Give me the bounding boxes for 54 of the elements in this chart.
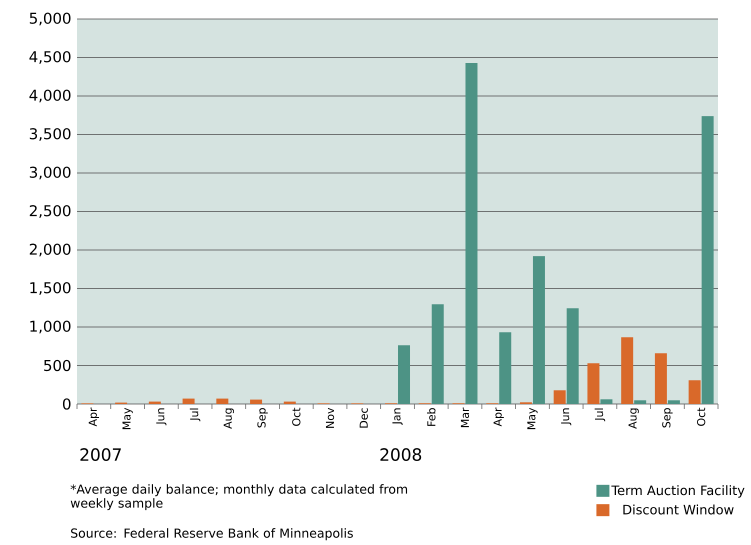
x-tick-label: Mar <box>460 408 470 428</box>
text: *Average daily balance; monthly data calculated from weekly sample <box>70 484 408 510</box>
bar <box>554 390 566 404</box>
x-tick-label: Jun <box>156 408 166 426</box>
bar <box>182 398 195 404</box>
bar <box>566 308 579 404</box>
bar <box>532 256 545 404</box>
source-note: Source: Federal Reserve Bank of Minneapolis <box>71 528 353 540</box>
x-tick-label: Oct <box>697 408 706 426</box>
x-tick-label: Apr <box>494 408 504 426</box>
bar <box>668 400 680 404</box>
bar <box>465 63 478 404</box>
bar <box>432 304 444 404</box>
x-tick-label: Jan <box>392 408 403 425</box>
x-tick-label: Jul <box>190 408 200 422</box>
bar <box>702 116 714 404</box>
y-tick-label: 500 <box>44 360 70 372</box>
bar <box>587 363 600 404</box>
bar <box>688 380 701 404</box>
bar <box>499 332 512 404</box>
x-tick-label: Sep <box>257 408 268 428</box>
x-tick-label: May <box>527 408 538 430</box>
y-tick-label: 1,500 <box>30 282 70 295</box>
bar <box>398 345 410 404</box>
y-tick-label: 4,500 <box>29 51 70 64</box>
y-tick-label: 2,500 <box>30 205 70 218</box>
x-tick-label: Nov <box>326 408 334 428</box>
x-tick-label: Aug <box>628 408 639 429</box>
x-tick-label: Aug <box>224 408 234 429</box>
y-tick-label: 0 <box>62 398 70 410</box>
y-tick-label: 5,000 <box>30 12 70 26</box>
x-tick-label: Apr <box>88 408 100 426</box>
y-tick-label: 1,000 <box>30 320 70 334</box>
bar <box>634 400 646 404</box>
legend-label: Discount Window <box>623 504 734 515</box>
text: 2007 <box>80 448 121 461</box>
y-tick-label: 2,000 <box>30 244 70 256</box>
bar <box>621 337 634 404</box>
x-tick-label: Dec <box>360 408 368 428</box>
bar <box>654 353 667 404</box>
text: 2008 <box>380 448 422 461</box>
x-tick-label: Feb <box>427 408 436 426</box>
y-tick-label: 3,000 <box>30 166 70 180</box>
bar <box>216 398 228 404</box>
y-tick-label: 4,000 <box>29 90 70 102</box>
bar <box>600 399 612 404</box>
y-tick-label: 3,500 <box>30 128 70 141</box>
bar <box>250 400 262 404</box>
x-tick-label: May <box>122 408 133 430</box>
x-tick-label: Jun <box>561 408 572 426</box>
x-tick-label: Sep <box>662 408 673 428</box>
x-tick-label: Jul <box>594 408 606 422</box>
x-tick-label: Oct <box>292 408 300 426</box>
legend-label: Term Auction Facility <box>611 485 745 498</box>
